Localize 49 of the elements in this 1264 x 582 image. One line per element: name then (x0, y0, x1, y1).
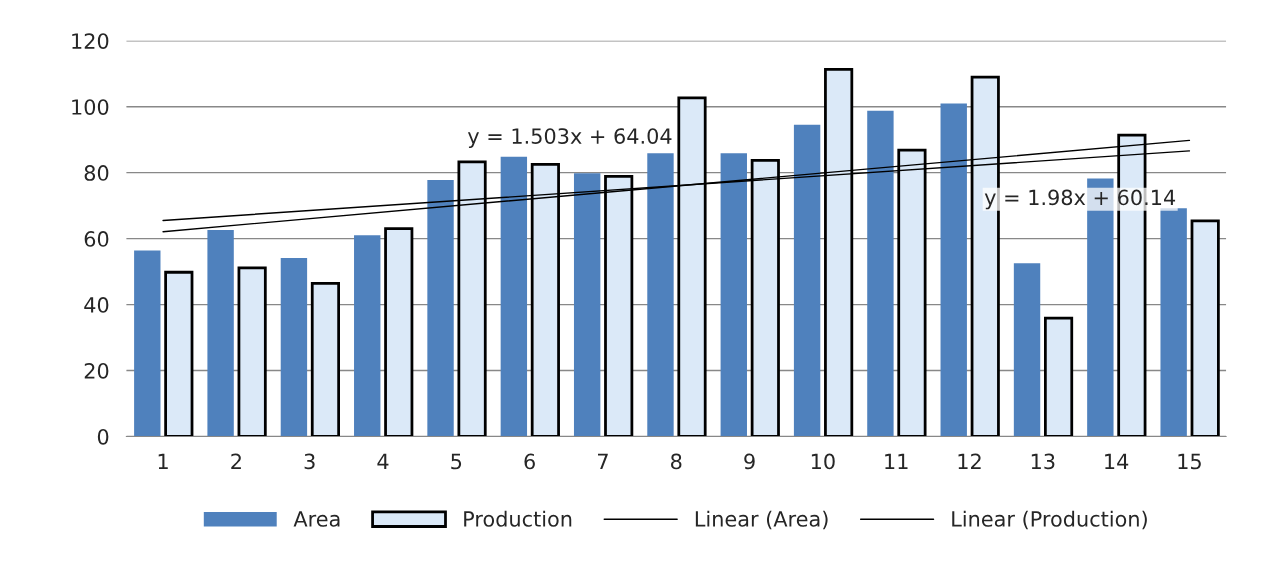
x-tick-label: 4 (377, 453, 389, 469)
annotation: y = 1.503x + 64.04 (467, 128, 672, 148)
bar (720, 153, 747, 437)
bar (207, 230, 234, 437)
bar (1043, 316, 1074, 437)
y-tick-label: 60 (84, 231, 109, 247)
bar (384, 227, 414, 437)
legend-label: Linear (Production) (952, 510, 1147, 530)
bar (280, 258, 308, 437)
x-tick-label: 9 (744, 453, 755, 470)
bar (940, 103, 967, 437)
x-tick-label: 14 (1105, 453, 1129, 469)
bar (1087, 178, 1114, 437)
x-tick-label: 12 (958, 453, 981, 469)
bar (793, 124, 821, 437)
legend-label: Linear (Area) (695, 510, 828, 530)
legend-label: Area (293, 511, 340, 527)
bar (164, 270, 194, 437)
bar (1013, 263, 1041, 437)
bar (1190, 219, 1220, 437)
x-tick-label: 13 (1031, 453, 1055, 470)
bar (237, 266, 267, 437)
x-tick-label: 6 (524, 453, 535, 470)
x-tick-label: 5 (451, 453, 462, 470)
bar (573, 173, 601, 437)
bar (310, 282, 341, 437)
bar (500, 156, 528, 437)
x-tick-label: 8 (671, 453, 682, 470)
bar (134, 250, 161, 437)
bar (647, 153, 674, 437)
bar (867, 110, 894, 437)
annotation: y = 1.98x + 60.14 (984, 189, 1176, 210)
y-tick-label: 80 (84, 165, 109, 181)
x-tick-label: 7 (598, 453, 608, 469)
x-tick-label: 3 (304, 453, 315, 470)
bar (354, 235, 381, 437)
y-tick-label: 20 (84, 362, 109, 379)
x-tick-label: 10 (811, 453, 835, 470)
bar (427, 179, 454, 437)
y-tick-label: 0 (97, 428, 109, 445)
x-tick-label: 11 (885, 453, 908, 469)
y-tick-label: 120 (72, 33, 109, 49)
bar (1160, 208, 1187, 437)
y-tick-label: 100 (72, 99, 109, 115)
legend-label: Production (464, 510, 572, 527)
y-tick-label: 40 (84, 297, 109, 313)
x-tick-label: 1 (158, 453, 168, 469)
x-tick-label: 15 (1178, 453, 1201, 470)
x-tick-label: 2 (231, 453, 241, 469)
